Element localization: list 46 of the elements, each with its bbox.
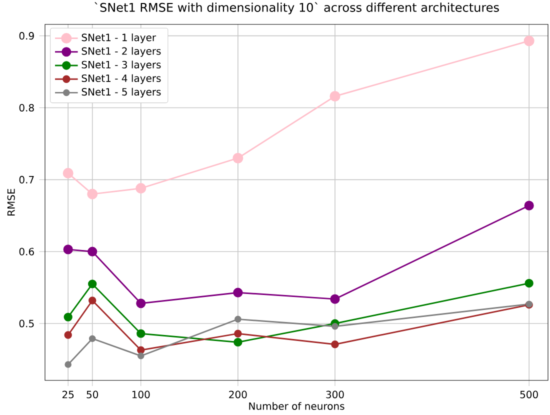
point xyxy=(330,90,340,102)
x-tick-label: 50 xyxy=(86,390,98,398)
point xyxy=(234,316,242,323)
point xyxy=(524,36,534,46)
point xyxy=(88,335,96,342)
y-tick-label: 0.8 xyxy=(19,104,34,112)
point xyxy=(332,322,338,330)
legend-label: SNet1 - 5 layers xyxy=(82,88,161,98)
chart-title: `SNet1 RMSE with dimensionality 10` across different architectures xyxy=(94,2,499,14)
x-axis-title: Number of neurons xyxy=(249,402,344,410)
point xyxy=(87,188,98,200)
legend-label: SNet1 - 1 layer xyxy=(82,33,156,44)
point xyxy=(88,246,98,256)
point xyxy=(64,312,72,322)
point xyxy=(63,244,73,254)
point xyxy=(137,352,144,360)
x-tick-label: 500 xyxy=(520,390,538,398)
y-tick-label: 0.9 xyxy=(19,32,34,40)
point xyxy=(331,340,339,348)
x-tick-label: 300 xyxy=(326,390,344,398)
y-axis-title: RMSE xyxy=(7,188,15,216)
x-tick-label: 200 xyxy=(229,390,247,398)
point xyxy=(88,296,96,304)
y-tick-label: 0.6 xyxy=(19,248,34,256)
legend-label: SNet1 - 3 layers xyxy=(82,60,161,70)
legend-label: SNet1 - 2 layers xyxy=(82,47,161,57)
x-tick-label: 100 xyxy=(132,390,150,398)
y-tick-label: 0.5 xyxy=(19,320,34,328)
point xyxy=(524,278,534,288)
point xyxy=(88,280,97,288)
legend-label: SNet1 - 4 layers xyxy=(82,74,161,84)
point xyxy=(234,330,242,338)
point xyxy=(136,183,146,194)
point xyxy=(524,200,534,210)
point xyxy=(136,298,146,308)
point xyxy=(232,152,244,164)
x-tick-label: 25 xyxy=(62,390,74,398)
point xyxy=(137,346,145,354)
point xyxy=(330,294,340,304)
point xyxy=(136,329,146,338)
point xyxy=(234,338,242,347)
point xyxy=(64,361,72,368)
point xyxy=(64,331,72,339)
point xyxy=(233,288,243,298)
point xyxy=(62,168,74,178)
y-tick-label: 0.7 xyxy=(19,176,34,184)
